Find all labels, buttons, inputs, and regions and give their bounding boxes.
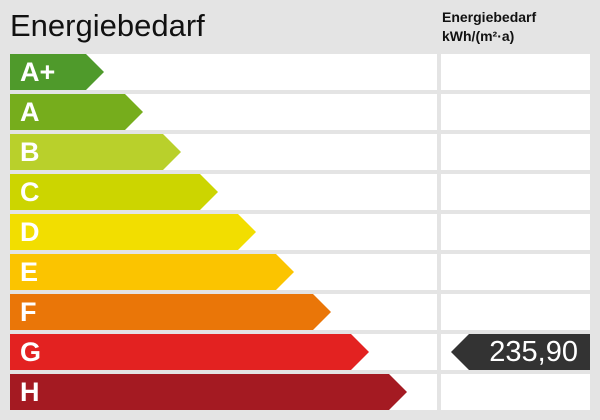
- energy-class-arrow: G: [10, 334, 369, 370]
- energy-class-arrow: C: [10, 174, 218, 210]
- energy-class-arrow: H: [10, 374, 407, 410]
- value-cell: [441, 214, 590, 250]
- energy-class-row: E: [10, 254, 590, 290]
- energy-class-row: A+: [10, 54, 590, 90]
- value-cell: [441, 134, 590, 170]
- energy-class-arrow: A+: [10, 54, 104, 90]
- value-cell: [441, 254, 590, 290]
- energy-class-row: D: [10, 214, 590, 250]
- energy-class-arrow: F: [10, 294, 331, 330]
- energy-class-arrow: A: [10, 94, 143, 130]
- value-cell: [441, 174, 590, 210]
- value-cell: [441, 374, 590, 410]
- column-header-unit: kWh/(m²·a): [442, 28, 515, 44]
- energy-class-arrow: B: [10, 134, 181, 170]
- energy-class-arrow: D: [10, 214, 256, 250]
- value-cell: [441, 54, 590, 90]
- energy-class-row: F: [10, 294, 590, 330]
- energy-class-arrow: E: [10, 254, 294, 290]
- energy-class-row: H: [10, 374, 590, 410]
- current-value-marker: 235,90: [451, 334, 590, 370]
- energy-class-row: G 235,90: [10, 334, 590, 370]
- energy-class-row: B: [10, 134, 590, 170]
- value-cell: [441, 294, 590, 330]
- column-header-label: Energiebedarf: [442, 9, 537, 25]
- column-header: Energiebedarf kWh/(m²·a): [442, 8, 536, 46]
- value-cell: [441, 94, 590, 130]
- energy-class-row: C: [10, 174, 590, 210]
- page-title: Energiebedarf: [10, 8, 205, 43]
- energy-class-row: A: [10, 94, 590, 130]
